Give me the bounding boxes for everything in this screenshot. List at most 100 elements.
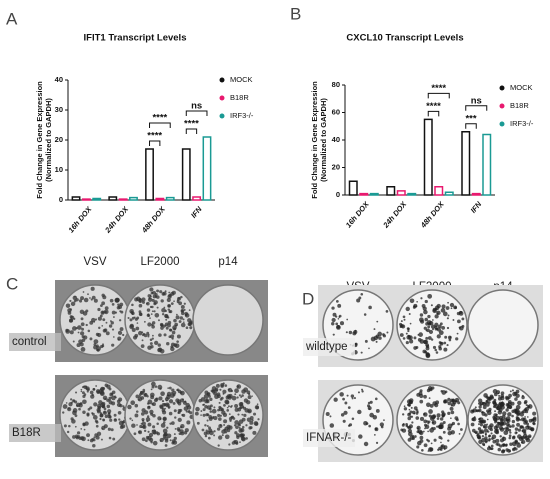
plaque-spot xyxy=(166,433,172,439)
plaque-spot xyxy=(399,333,404,337)
row-label-bg xyxy=(303,338,355,356)
plaque-spot xyxy=(476,434,481,439)
plaque-spot xyxy=(423,443,428,448)
plaque-spot xyxy=(132,335,138,340)
plaque-spot xyxy=(511,414,514,418)
plaque-spot xyxy=(166,297,171,303)
plaque-spot xyxy=(501,401,504,404)
plaque-spot xyxy=(455,337,459,341)
plaque-spot xyxy=(484,432,487,435)
plaque-spot xyxy=(403,407,408,411)
plaque-spot xyxy=(237,413,240,416)
plaque-spot xyxy=(164,309,167,313)
plaque-spot xyxy=(178,301,183,306)
x-tick-label: IFN xyxy=(189,204,204,219)
plaque-spot xyxy=(67,407,70,410)
plaque-spot xyxy=(339,392,344,397)
plaque-spot xyxy=(508,434,512,438)
plaque-spots xyxy=(62,383,129,448)
plaque-spot xyxy=(436,425,439,428)
plaque-spot xyxy=(423,419,428,424)
bar xyxy=(482,133,492,196)
plaque-spot xyxy=(368,408,371,410)
plaque-spot xyxy=(180,398,185,403)
plaque-spot xyxy=(211,408,217,414)
plaque-spot xyxy=(75,436,79,440)
plaque-spot xyxy=(91,295,96,300)
plaque-spot xyxy=(216,427,221,431)
plaque-spot xyxy=(100,304,103,308)
plaque-spot xyxy=(363,441,369,447)
plaque-spot xyxy=(452,319,455,321)
plaque-spot xyxy=(236,435,240,440)
plaque-spot xyxy=(447,397,451,401)
plaque-spot xyxy=(68,424,71,428)
plaque-spot xyxy=(95,385,98,387)
plaque-spot xyxy=(141,297,146,302)
plaque-spot xyxy=(442,421,446,424)
plaque-spot xyxy=(509,442,513,446)
plaque-spot xyxy=(102,405,106,409)
plaque-spot xyxy=(105,331,110,336)
plaque-spot xyxy=(226,428,231,433)
plaque-spot xyxy=(184,313,190,318)
plaque-spot xyxy=(416,300,418,303)
significance-label: **** xyxy=(426,101,441,112)
bar xyxy=(155,197,165,201)
plaque-spot xyxy=(179,316,184,320)
plaque-spot xyxy=(182,318,185,321)
plaque-spot xyxy=(407,428,413,434)
plaque-spot xyxy=(218,417,222,421)
plaque-spot xyxy=(153,310,156,313)
plaque-spot xyxy=(114,311,118,314)
plaque-spot xyxy=(224,399,230,405)
plaque-spot xyxy=(146,308,151,312)
plaque-spot xyxy=(226,409,230,412)
plaque-spot xyxy=(189,320,194,325)
plaque-spot xyxy=(74,425,77,428)
plaque-spot xyxy=(447,426,452,431)
significance-label: **** xyxy=(152,113,167,124)
chart-title: CXCL10 Transcript Levels xyxy=(346,33,463,44)
bar xyxy=(118,198,128,201)
row-label-bg xyxy=(9,333,61,351)
plaque-spot xyxy=(134,413,139,418)
plaque-spot xyxy=(416,445,420,449)
plaque-spot xyxy=(495,390,501,395)
plaque-spot xyxy=(499,444,503,448)
plaque-spot xyxy=(138,312,143,316)
bar xyxy=(108,196,118,201)
plaque-spot xyxy=(171,391,173,394)
plaque-spot xyxy=(141,339,144,342)
plaque-spot xyxy=(342,397,345,401)
plaque-spot xyxy=(101,311,105,314)
plaque-spot xyxy=(110,428,114,432)
plaque-spot xyxy=(402,315,406,319)
plaque-spot xyxy=(151,323,154,327)
plaque-spot xyxy=(158,396,163,401)
plaque-spot xyxy=(447,411,451,416)
plaque-spot xyxy=(335,322,339,326)
plaque-spot xyxy=(180,431,185,436)
plaque-spot xyxy=(407,416,412,421)
plaque-spot xyxy=(364,339,368,343)
plaque-spot xyxy=(413,412,416,415)
plaque-spot xyxy=(461,317,465,321)
plaque-spot xyxy=(72,435,76,439)
plaque-spot xyxy=(109,418,113,422)
plaque-spot xyxy=(131,328,136,333)
plaque-spot xyxy=(477,408,482,413)
plaque-spot xyxy=(213,406,216,409)
plaque-spot xyxy=(89,390,94,395)
plaque-spot xyxy=(112,336,115,338)
bar xyxy=(369,192,379,196)
plaque-spot xyxy=(86,413,90,417)
plaque-spot xyxy=(154,312,160,318)
plaque-spot xyxy=(111,343,115,347)
plaque-spot xyxy=(439,322,443,326)
plaque-spot xyxy=(119,425,124,430)
plaque-spot xyxy=(402,337,406,340)
plaque-spot xyxy=(89,320,94,325)
plaque-spot xyxy=(168,386,172,390)
plaque-spot xyxy=(164,407,166,410)
